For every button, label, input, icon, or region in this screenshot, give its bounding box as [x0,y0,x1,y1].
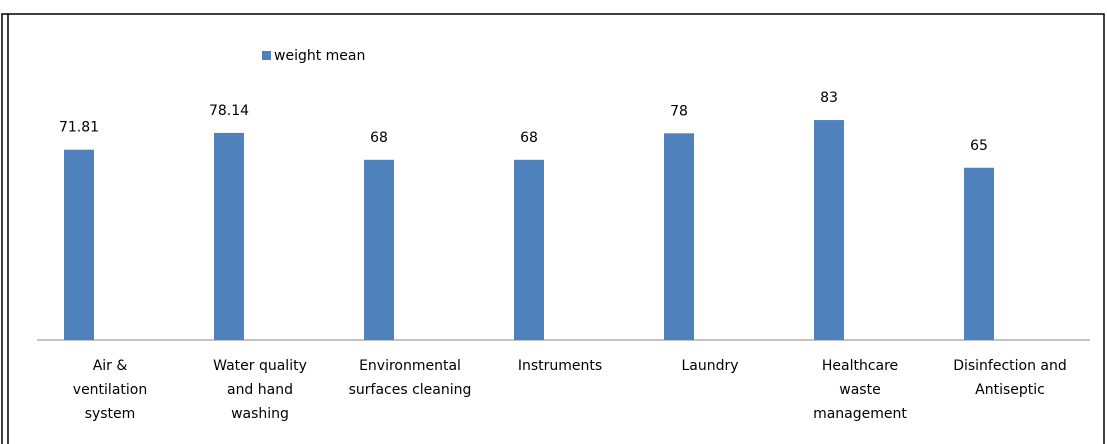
x-tick-label-line: waste [839,382,880,398]
x-tick-label-line: Laundry [681,358,738,374]
legend-swatch [262,51,271,60]
x-tick-label-line: Antiseptic [975,382,1045,398]
x-tick-label-line: and hand [227,382,293,398]
bar [964,167,994,340]
x-tick-label: Disinfection and Antiseptic [953,358,1067,398]
bar [214,132,244,340]
x-tick-label: Laundry [681,358,738,374]
x-tick-label: Instruments [518,358,602,374]
x-tick-label: Air & ventilation system [73,358,147,422]
legend-label: weight mean [274,48,365,64]
x-tick-label-line: ventilation [73,382,147,398]
x-tick-label-line: Water quality [213,358,307,374]
bar [64,149,94,340]
value-label: 78.14 [209,103,249,119]
x-tick-label: Water quality and hand washing [213,358,307,422]
x-tick-label-line: Instruments [518,358,602,374]
x-tick-label-line: washing [231,406,289,422]
value-label: 68 [370,130,388,146]
x-tick-label-line: Disinfection and [953,358,1067,374]
bar [664,133,694,340]
value-label: 65 [970,138,988,154]
x-tick-label: Healthcare waste management [813,358,907,422]
x-tick-label-line: Air & [93,358,128,374]
bar [514,159,544,340]
x-tick-label-line: surfaces cleaning [349,382,472,398]
bar [364,159,394,340]
outer-frame [1,13,1105,444]
value-label: 71.81 [59,120,99,136]
value-label: 78 [670,103,688,119]
bar [814,120,844,340]
value-label: 68 [520,130,538,146]
value-label: 83 [820,90,838,106]
x-tick-label: Environmental surfaces cleaning [349,358,472,398]
x-tick-label-line: Healthcare [822,358,898,374]
x-tick-label-line: Environmental [359,358,461,374]
x-tick-label-line: management [813,406,907,422]
x-tick-label-line: system [85,406,136,422]
